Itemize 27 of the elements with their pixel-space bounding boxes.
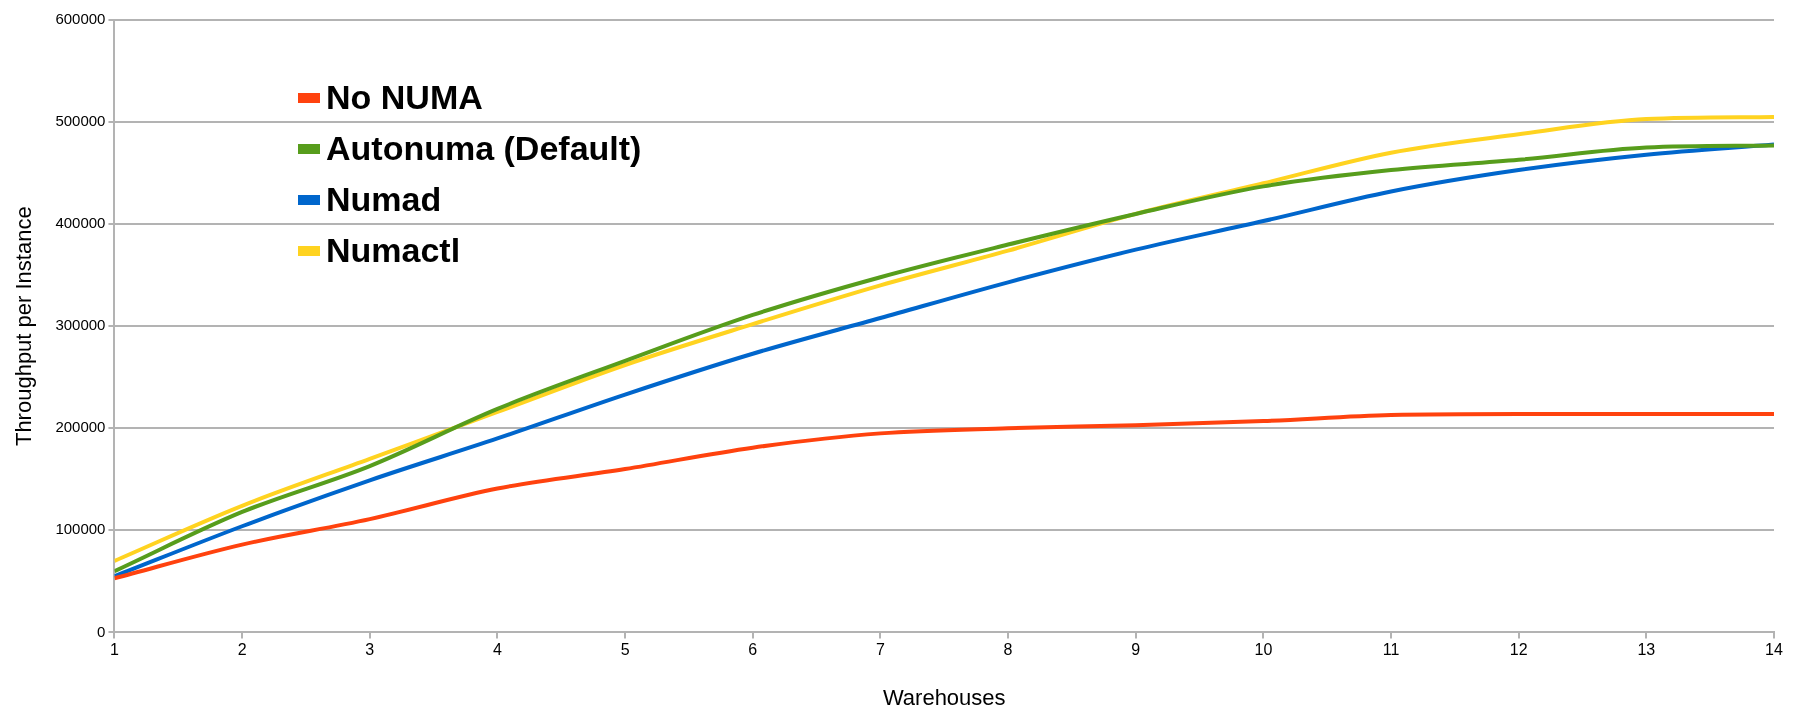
y-tick-label: 100000 <box>55 520 106 538</box>
legend-label: No NUMA <box>326 78 483 117</box>
x-tick-label: 9 <box>1131 641 1141 659</box>
y-axis-title: Throughput per Instance <box>11 206 37 447</box>
legend-label: Numactl <box>326 231 461 270</box>
y-tick-label: 200000 <box>55 418 106 436</box>
x-tick-label: 14 <box>1765 641 1783 659</box>
x-tick-label: 8 <box>1003 641 1013 659</box>
x-tick-label: 10 <box>1254 641 1273 659</box>
x-tick-label: 4 <box>492 641 502 659</box>
x-tick-label: 5 <box>620 641 630 659</box>
y-tick-label: 400000 <box>55 214 106 232</box>
x-axis-title: Warehouses <box>882 684 1006 710</box>
x-tick-label: 3 <box>365 641 375 659</box>
x-tick-label: 7 <box>875 641 885 659</box>
legend-label: Numad <box>326 180 442 219</box>
y-tick-label: 300000 <box>55 316 106 334</box>
x-tick-label: 13 <box>1637 641 1656 659</box>
legend-label: Autonuma (Default) <box>326 129 642 168</box>
y-tick-label: 0 <box>97 622 106 640</box>
x-tick-label: 2 <box>237 641 247 659</box>
y-tick-label: 500000 <box>55 112 106 130</box>
y-tick-label: 600000 <box>55 10 106 28</box>
x-tick-label: 11 <box>1382 641 1400 659</box>
x-tick-label: 1 <box>110 641 119 659</box>
x-tick-label: 6 <box>748 641 758 659</box>
x-tick-label: 12 <box>1509 641 1528 659</box>
